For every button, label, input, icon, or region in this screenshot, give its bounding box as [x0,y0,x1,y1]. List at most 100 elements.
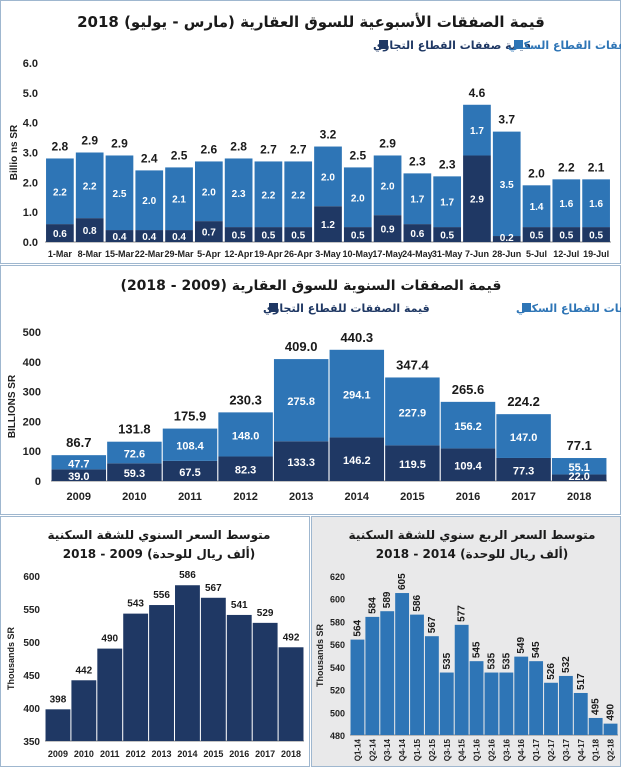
bar-value-label: 545 [531,641,542,658]
bar [97,648,123,741]
x-tick-label: Q1-18 [592,738,601,761]
legend-swatch-residential [522,303,531,312]
bar [529,661,544,735]
y-axis-label: Thousands SR [6,627,16,691]
bar-label-commercial: 67.5 [179,467,200,479]
bar-residential [46,158,74,225]
bar-residential [329,349,385,438]
bar-residential [165,167,193,231]
bar [365,616,380,735]
bar-residential [224,158,253,228]
bar-value-label: 490 [606,704,617,721]
y-tick-label: 600 [330,595,345,605]
bar-label-residential: 2.3 [232,189,246,200]
bar-total-label: 409.0 [285,339,318,354]
x-tick-label: Q2-16 [487,738,496,761]
quarterly-apartment-price-panel: متوسط السعر الربع سنوي للشقة السكنية (ألف… [311,516,621,767]
bar-commercial [463,155,491,242]
bar [45,709,71,741]
x-tick-label: Q4-14 [398,738,407,761]
bar-commercial [492,236,521,242]
bar-label-residential: 148.0 [232,430,260,442]
legend-swatch-residential [514,40,523,49]
x-tick-label: Q2-18 [607,738,616,761]
x-tick-label: 2015 [203,749,223,759]
bar-commercial [552,227,581,242]
bar [226,614,252,741]
bar-value-label: 495 [591,698,602,715]
x-tick-label: Q1-17 [532,738,541,761]
chart-title-line1: متوسط السعر الربع سنوي للشقة السكنية [349,528,596,543]
bar-commercial [105,230,134,242]
bar-label-residential: 2.2 [261,190,275,201]
bar [544,682,558,735]
x-tick-label: 24-May [402,249,433,259]
legend-label-residential: قيمة صفقات القطاع السكني [508,39,621,52]
chart-title-line2: (ألف ريال للوحدة) 2014 - 2018 [376,546,569,562]
x-tick-label: 15-Mar [105,249,135,259]
bar-residential [522,185,551,228]
bar-label-commercial: 2.9 [470,195,484,206]
bar-value-label: 535 [501,652,512,669]
x-tick-label: Q3-15 [443,738,452,761]
bar-label-residential: 227.9 [399,407,427,419]
bar-value-label: 541 [231,600,248,611]
bar-label-commercial: 0.5 [232,231,246,242]
bar-commercial [440,448,496,481]
bar [395,593,410,735]
bar-label-residential: 156.2 [454,421,482,433]
y-tick-label: 580 [330,617,345,627]
bar-label-commercial: 0.4 [142,232,156,243]
bar-residential [75,152,104,219]
y-axis-label: Thousands SR [315,624,325,688]
bar-label-commercial: 133.3 [287,457,315,469]
x-tick-label: 31-May [432,249,463,259]
y-tick-label: 500 [330,708,345,718]
x-tick-label: 2013 [289,491,313,503]
x-tick-label: 2017 [255,749,275,759]
bar-label-residential: 2.5 [113,189,127,200]
bar-value-label: 589 [382,591,393,608]
y-tick-label: 560 [330,640,345,650]
weekly-transactions-chart: قيمة الصفقات الأسبوعية للسوق العقارية (م… [9,13,621,259]
bar-label-commercial: 0.5 [261,231,275,242]
bar-value-label: 535 [442,652,453,669]
bar-label-commercial: 0.5 [559,231,573,242]
bar-label-residential: 2.0 [321,172,335,183]
bar-total-label: 347.4 [396,357,429,372]
x-tick-label: 26-Apr [284,249,313,259]
bar-total-label: 2.7 [290,142,307,156]
y-tick-label: 1.0 [23,207,38,219]
bar-value-label: 543 [127,599,144,610]
bar-label-commercial: 109.4 [454,461,482,473]
bar [200,597,226,741]
bar-label-residential: 2.0 [351,193,365,204]
x-tick-label: 2017 [511,491,535,503]
bar-label-commercial: 22.0 [568,471,589,483]
bar-residential [433,176,462,228]
x-tick-label: 5-Apr [197,249,221,259]
bar-residential [492,131,521,237]
bar-total-label: 2.5 [349,148,366,162]
x-tick-label: 2010 [74,749,94,759]
bar-label-residential: 3.5 [500,180,514,191]
x-tick-label: Q3-16 [502,738,511,761]
x-tick-label: Q2-15 [428,738,437,761]
bar-commercial [162,460,218,481]
bar-total-label: 2.5 [171,148,188,162]
y-tick-label: 350 [23,737,40,748]
bar-total-label: 2.8 [230,139,247,153]
bar-total-label: 2.3 [409,154,426,168]
bar-label-commercial: 39.0 [68,471,89,483]
bar [454,624,469,735]
bar-residential [284,161,313,228]
bar-total-label: 440.3 [341,330,374,345]
x-tick-label: 2016 [229,749,249,759]
bar-residential [273,359,329,442]
y-tick-label: 200 [23,416,41,428]
quarterly-apartment-price-chart: متوسط السعر الربع سنوي للشقة السكنية (ألف… [315,528,618,761]
y-tick-label: 4.0 [23,118,38,130]
x-tick-label: Q1-15 [413,738,422,761]
y-tick-label: 100 [23,446,41,458]
